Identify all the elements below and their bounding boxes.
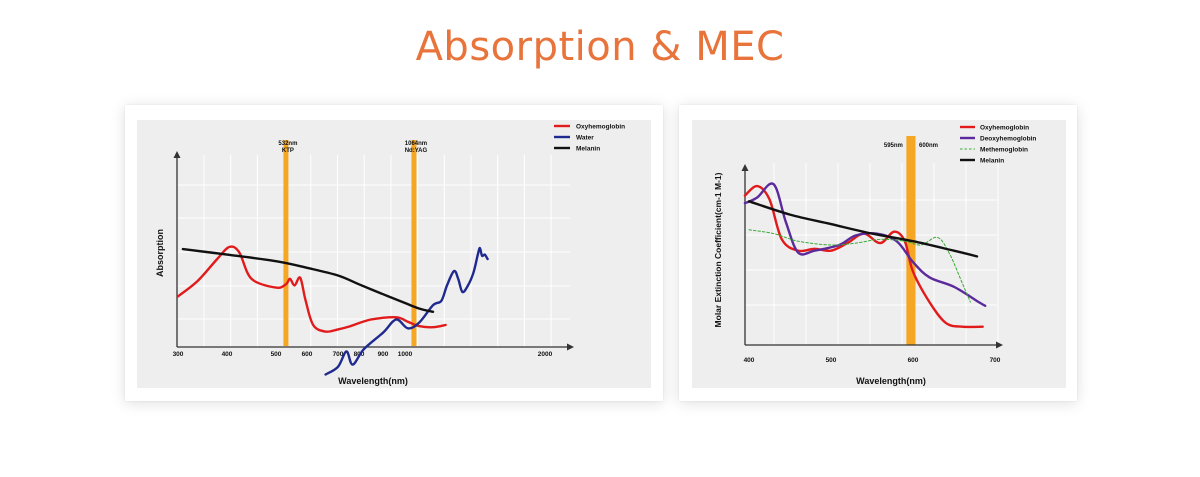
x-tick-label-400: 400 — [222, 351, 233, 358]
legend-label-melanin: Melanin — [576, 146, 600, 153]
legend-label-methemoglobin: Methemoglobin — [980, 147, 1028, 154]
x-tick-label-600: 600 — [908, 357, 919, 364]
series-line-melanin — [747, 200, 979, 258]
y-axis-arrow — [173, 151, 181, 158]
page-title: Absorption & MEC — [415, 24, 785, 70]
legend-label-deoxyhemoglobin: Deoxyhemoglobin — [980, 136, 1036, 143]
laser-band-1064 — [411, 140, 417, 346]
x-axis-title: Wavelength(nm) — [856, 376, 926, 386]
legend-label-melanin: Melanin — [980, 158, 1004, 165]
mec-chart: 595nm 600nm 400 500 600 700 Wavelength(nm) Mola… — [692, 120, 1066, 388]
y-axis-arrow — [741, 164, 749, 171]
x-tick-label-600: 600 — [302, 351, 313, 358]
laser-band-532 — [283, 140, 289, 346]
x-tick-label-400: 400 — [744, 357, 755, 364]
x-tick-label-300: 300 — [173, 351, 184, 358]
x-tick-label-700: 700 — [333, 351, 344, 358]
absorption-chart-card: 532nm KTP 1064nm Nd:YAG 300 400 500 600 700 800 90… — [125, 105, 663, 401]
legend-label-oxyhemoglobin: Oxyhemoglobin — [576, 124, 625, 131]
plot-background — [692, 120, 1066, 388]
laser-label-600: 600nm — [919, 143, 938, 149]
x-tick-label-1000: 1000 — [398, 351, 413, 358]
laser-sublabel-1064: Nd:YAG — [405, 148, 428, 154]
y-axis-title: Molar Extinction Coefficient(cm-1 M-1) — [713, 172, 723, 327]
laser-label-532: 532nm — [278, 141, 297, 147]
series-line-melanin — [181, 247, 435, 313]
laser-sublabel-532: KTP — [282, 148, 294, 154]
legend-label-oxyhemoglobin: Oxyhemoglobin — [980, 125, 1029, 132]
laser-label-1064: 1064nm — [405, 141, 427, 147]
series-line-deoxyhemoglobin — [743, 182, 987, 307]
legend-label-water: Water — [576, 135, 594, 142]
series-line-oxyhemoglobin — [176, 245, 447, 333]
x-axis-arrow — [996, 341, 1003, 349]
x-tick-label-500: 500 — [271, 351, 282, 358]
x-tick-label-900: 900 — [378, 351, 389, 358]
laser-label-595: 595nm — [884, 143, 903, 149]
x-axis-arrow — [567, 343, 574, 351]
x-tick-label-500: 500 — [826, 357, 837, 364]
x-tick-label-700: 700 — [990, 357, 1001, 364]
x-tick-label-2000: 2000 — [538, 351, 553, 358]
mec-chart-card: 595nm 600nm 400 500 600 700 Wavelength(nm) Mola… — [679, 105, 1077, 401]
series-line-methemoglobin — [748, 229, 971, 303]
series-line-water — [324, 246, 489, 376]
y-axis-title: Absorption — [155, 229, 165, 277]
x-axis-title: Wavelength(nm) — [338, 376, 408, 386]
